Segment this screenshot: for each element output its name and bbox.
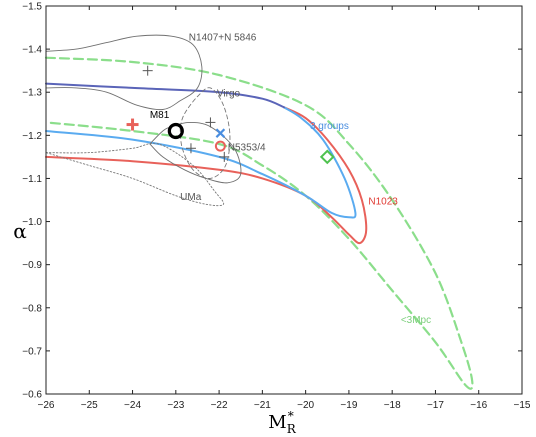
annotation-1: Virgo: [217, 89, 241, 100]
x-tick-label-2: −24: [124, 400, 141, 411]
y-axis-label: α: [13, 219, 27, 243]
series-5-curve: [179, 87, 231, 179]
x-axis-label-sup: *: [288, 409, 294, 423]
x-tick-label-3: −23: [167, 400, 184, 411]
annotation-5: 3 groups: [310, 121, 349, 132]
plot-frame: [45, 5, 523, 395]
annotation-0: N1407+N 5846: [189, 32, 257, 43]
x-tick-label-9: −17: [427, 400, 444, 411]
y-tick-label-8: −0.7: [22, 346, 42, 357]
marker-8-diamond: [319, 149, 335, 165]
y-tick-label-0: −1.5: [22, 2, 42, 13]
x-tick-label-11: −15: [514, 400, 531, 411]
y-tick-label-7: −0.8: [22, 303, 42, 314]
y-tick-label-9: −0.6: [22, 390, 42, 401]
series-1-curve: [45, 106, 368, 245]
x-tick-label-10: −16: [470, 400, 487, 411]
annotation-6: N1023: [368, 196, 398, 207]
annotation-7: <3Mpc: [401, 315, 431, 326]
y-tick-label-3: −1.2: [22, 131, 42, 142]
marker-6-cross: [215, 128, 226, 138]
y-tick-label-5: −1.0: [22, 217, 42, 228]
x-axis: −26 −25 −24 −23 −22 −21 −20 −19 −18 −17 −16 −15: [38, 6, 531, 411]
annotation-2: M81: [150, 110, 170, 121]
y-axis: −1.5 −1.4 −1.3 −1.2 −1.1 −1.0 −0.9 −0.8 −0.7 −0.6: [22, 2, 522, 401]
markers-layer: [126, 65, 335, 165]
annotation-4: UMa: [180, 192, 202, 203]
marker-2-plus: [185, 143, 196, 154]
marker-5-ring-bold: [167, 122, 184, 140]
x-tick-label-6: −20: [297, 400, 314, 411]
series-0-curve: [44, 56, 474, 390]
series-3-curve: [45, 82, 285, 109]
x-tick-label-1: −25: [81, 400, 98, 411]
x-axis-label: MR*: [268, 409, 296, 436]
annotation-3: N5353/4: [228, 142, 266, 153]
x-tick-label-7: −19: [340, 400, 357, 411]
y-tick-label-4: −1.1: [22, 174, 42, 185]
annotations-layer: N1407+N 5846 Virgo M81 N5353/4 UMa 3 groups N1…: [150, 32, 431, 325]
series-4-curve: [45, 34, 203, 111]
y-tick-label-6: −0.9: [22, 260, 42, 271]
marker-7-ring: [214, 140, 226, 152]
y-tick-label-2: −1.3: [22, 88, 42, 99]
x-tick-label-8: −18: [384, 400, 401, 411]
marker-1-plus: [205, 117, 216, 128]
x-tick-label-0: −26: [38, 400, 55, 411]
series-2-curve: [45, 106, 357, 219]
y-tick-label-1: −1.4: [22, 45, 42, 56]
x-tick-label-4: −22: [211, 400, 228, 411]
marker-4-plus-bold: [126, 118, 139, 131]
x-tick-label-5: −21: [254, 400, 271, 411]
x-axis-label-sub: R: [287, 422, 297, 436]
marker-0-plus: [142, 65, 153, 76]
marker-3-plus: [219, 151, 230, 162]
x-axis-label-main: M: [268, 412, 286, 433]
